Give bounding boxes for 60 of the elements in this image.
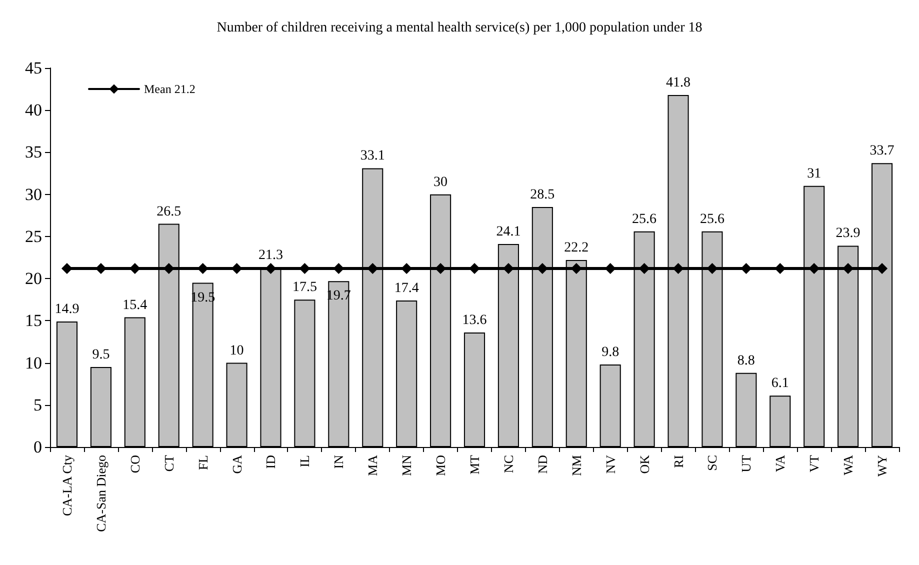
- data-label: 33.7: [870, 144, 894, 159]
- x-tick-label: NM: [568, 454, 584, 476]
- legend-label: Mean 21.2: [144, 82, 196, 96]
- x-tick-label: NV: [602, 454, 618, 474]
- x-tick-label: CA-LA Cty: [59, 454, 74, 516]
- x-tick-label: WA: [840, 454, 856, 476]
- x-tick-label: VT: [806, 454, 822, 472]
- data-label: 41.8: [666, 75, 691, 90]
- data-label: 6.1: [771, 376, 789, 392]
- x-tick-label: RI: [670, 455, 686, 468]
- y-tick-label: 5: [34, 395, 42, 414]
- x-tick-label: NC: [500, 455, 516, 474]
- data-label: 26.5: [156, 204, 182, 220]
- data-label: 33.1: [360, 148, 385, 164]
- y-tick-label: 25: [25, 226, 42, 246]
- x-tick-label: IN: [331, 454, 346, 469]
- data-label: 28.5: [530, 187, 555, 202]
- y-tick-label: 15: [25, 311, 42, 330]
- x-tick-label: VA: [772, 454, 788, 472]
- x-tick-label: WY: [874, 454, 890, 477]
- data-label: 31: [807, 166, 822, 182]
- data-label: 15.4: [122, 298, 148, 313]
- data-label: 13.6: [462, 312, 487, 328]
- data-label: 22.2: [564, 240, 589, 256]
- data-label: 25.6: [700, 212, 724, 227]
- x-tick-label: ID: [263, 455, 278, 469]
- data-label: 14.9: [54, 302, 80, 318]
- x-tick-label: MA: [365, 454, 380, 476]
- data-label: 10: [230, 343, 244, 358]
- data-label: 23.9: [836, 226, 860, 242]
- data-label: 9.8: [602, 344, 620, 360]
- data-label: 25.6: [632, 212, 657, 227]
- data-label: 17.4: [394, 280, 419, 296]
- y-tick-label: 30: [25, 184, 42, 204]
- x-tick-label: IL: [297, 454, 312, 468]
- y-tick-label: 10: [25, 353, 42, 372]
- data-label: 17.5: [292, 280, 317, 296]
- y-tick-label: 40: [25, 100, 42, 120]
- data-label: 30: [434, 174, 448, 190]
- data-label: 9.5: [92, 347, 110, 362]
- data-label: 24.1: [496, 224, 521, 240]
- x-tick-label: MO: [433, 455, 448, 476]
- x-tick-label: OK: [636, 454, 652, 474]
- data-label: 8.8: [737, 353, 755, 368]
- x-tick-label: GA: [229, 454, 244, 474]
- x-tick-label: SC: [704, 455, 720, 471]
- x-tick-label: CT: [161, 454, 176, 472]
- x-tick-label: ND: [534, 455, 550, 474]
- x-tick-label: UT: [738, 454, 754, 472]
- x-tick-label: FL: [195, 454, 210, 470]
- y-tick-label: 35: [25, 142, 42, 162]
- x-tick-label: CO: [127, 455, 142, 474]
- chart-title: Number of children receiving a mental health service(s) per 1,000 population under 18: [216, 20, 702, 36]
- x-tick-label: MN: [399, 454, 414, 476]
- y-tick-label: 45: [25, 58, 42, 78]
- x-tick-label: CA-San Diego: [93, 455, 108, 532]
- x-tick-label: MT: [467, 454, 482, 474]
- y-tick-label: 20: [25, 269, 42, 288]
- data-label: 21.3: [258, 248, 283, 264]
- y-tick-label: 0: [34, 438, 42, 456]
